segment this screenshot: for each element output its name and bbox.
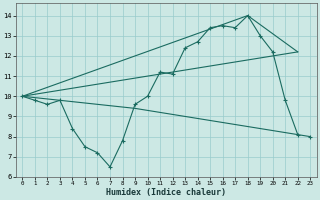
X-axis label: Humidex (Indice chaleur): Humidex (Indice chaleur) xyxy=(106,188,226,197)
